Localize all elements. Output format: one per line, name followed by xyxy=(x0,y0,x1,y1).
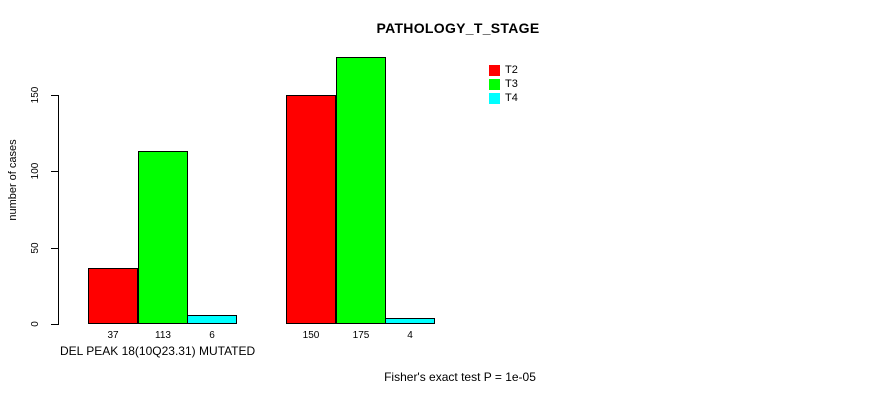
bar-t2-group1 xyxy=(88,268,138,324)
legend-swatch-t2 xyxy=(489,64,500,76)
y-axis-tick xyxy=(51,95,58,96)
y-axis-title: number of cases xyxy=(7,139,19,221)
y-axis-tick-label: 100 xyxy=(30,162,41,180)
bar-t2-group2 xyxy=(286,95,336,324)
y-axis-line xyxy=(58,95,59,325)
legend-label-t3: T3 xyxy=(505,78,518,90)
legend-item-t3: T3 xyxy=(489,77,518,91)
bar-value-label: 150 xyxy=(302,330,320,341)
bar-value-label: 6 xyxy=(209,330,215,341)
y-axis-tick-label: 150 xyxy=(30,86,41,104)
legend-swatch-t4 xyxy=(489,92,500,104)
legend: T2 T3 T4 xyxy=(489,63,518,105)
bar-value-label: 113 xyxy=(155,330,171,341)
legend-label-t2: T2 xyxy=(505,64,518,76)
bar-t3-group1 xyxy=(138,151,188,324)
y-axis-tick-label: 50 xyxy=(30,242,41,254)
chart-title: PATHOLOGY_T_STAGE xyxy=(376,20,540,36)
statistics-note: Fisher's exact test P = 1e-05 xyxy=(384,370,536,384)
y-axis-tick xyxy=(51,171,58,172)
bar-t4-group2 xyxy=(385,318,435,324)
bar-value-label: 175 xyxy=(352,330,370,341)
bar-t4-group1 xyxy=(187,315,237,324)
y-axis-tick-label: 0 xyxy=(30,321,41,327)
legend-item-t4: T4 xyxy=(489,91,518,105)
legend-item-t2: T2 xyxy=(489,63,518,77)
y-axis-tick xyxy=(51,248,58,249)
x-axis-group-label: DEL PEAK 18(10Q23.31) MUTATED xyxy=(60,344,256,358)
bar-value-label: 37 xyxy=(107,330,119,341)
legend-swatch-t3 xyxy=(489,78,500,90)
bar-value-label: 4 xyxy=(407,330,413,341)
y-axis-tick xyxy=(51,324,58,325)
bar-t3-group2 xyxy=(336,57,386,324)
legend-label-t4: T4 xyxy=(505,92,518,104)
